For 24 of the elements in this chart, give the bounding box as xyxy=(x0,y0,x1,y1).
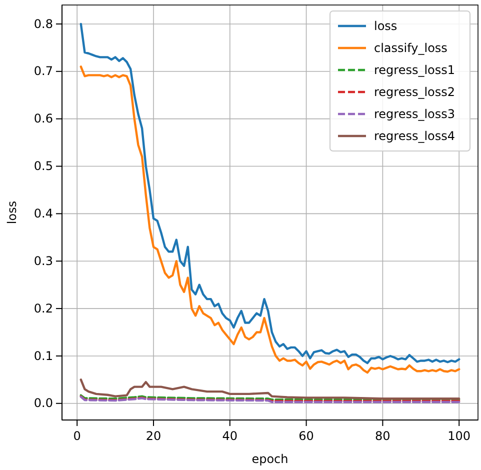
x-tick-label: 60 xyxy=(298,428,314,443)
legend-label: regress_loss4 xyxy=(374,129,456,143)
y-tick-label: 0.8 xyxy=(34,16,53,31)
y-tick-label: 0.4 xyxy=(34,206,53,221)
y-axis-title: loss xyxy=(5,200,19,224)
x-tick-label: 100 xyxy=(448,428,471,443)
y-tick-label: 0.7 xyxy=(34,64,53,78)
legend-label: classify_loss xyxy=(374,41,448,55)
x-tick-label: 0 xyxy=(73,428,81,443)
x-axis-title: epoch xyxy=(252,452,288,466)
legend-label: regress_loss2 xyxy=(374,85,456,99)
y-tick-label: 0.3 xyxy=(34,254,53,268)
legend-label: loss xyxy=(374,19,398,33)
legend-label: regress_loss3 xyxy=(374,107,456,121)
line-series xyxy=(80,378,460,400)
y-tick-label: 0.2 xyxy=(34,301,53,316)
y-tick-label: 0.0 xyxy=(34,396,53,410)
x-tick-label: 80 xyxy=(375,428,390,443)
legend-label: regress_loss1 xyxy=(374,63,456,77)
y-tick-label: 0.6 xyxy=(34,112,53,126)
y-tick-label: 0.5 xyxy=(34,159,53,174)
x-tick-label: 40 xyxy=(222,428,238,443)
y-tick-label: 0.1 xyxy=(34,348,53,363)
x-tick-label: 20 xyxy=(146,428,162,443)
